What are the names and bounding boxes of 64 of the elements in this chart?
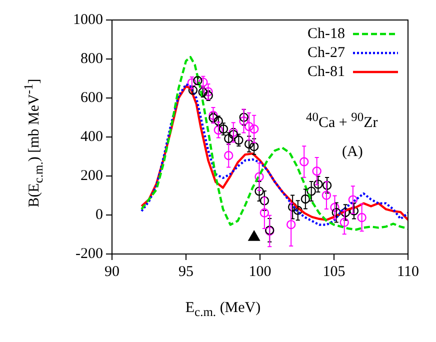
y-tick-label: 200 bbox=[80, 168, 103, 184]
point bbox=[228, 130, 238, 140]
point bbox=[254, 186, 264, 196]
legend-label: Ch-18 bbox=[308, 26, 345, 42]
point bbox=[330, 202, 340, 212]
annotation: $^{40}$Ca + $^{90}$Zr bbox=[306, 110, 378, 132]
point bbox=[349, 206, 359, 216]
point bbox=[348, 195, 358, 204]
x-tick-label: 105 bbox=[322, 264, 346, 280]
y-tick-label: 400 bbox=[80, 128, 103, 145]
point bbox=[288, 202, 298, 212]
point bbox=[260, 208, 270, 218]
point bbox=[224, 134, 234, 144]
annotation: (A) bbox=[342, 144, 363, 161]
point bbox=[204, 91, 213, 100]
y-tick-label: 800 bbox=[80, 50, 103, 67]
point bbox=[208, 113, 218, 122]
point bbox=[234, 136, 244, 145]
point bbox=[254, 172, 264, 182]
point bbox=[249, 142, 259, 152]
point bbox=[300, 157, 309, 166]
line-series bbox=[140, 56, 408, 231]
point bbox=[249, 124, 259, 134]
point bbox=[260, 196, 270, 206]
point bbox=[214, 125, 224, 135]
point bbox=[187, 78, 197, 88]
point bbox=[306, 186, 316, 196]
point bbox=[239, 112, 248, 122]
x-tick-label: 100 bbox=[248, 264, 272, 280]
point bbox=[204, 87, 213, 96]
point bbox=[286, 220, 296, 230]
point bbox=[208, 110, 218, 120]
point bbox=[357, 212, 366, 222]
x-tick-label: 110 bbox=[397, 264, 419, 280]
point bbox=[340, 218, 349, 228]
point bbox=[300, 194, 310, 204]
y-tick-label: 600 bbox=[80, 90, 103, 106]
point bbox=[314, 180, 323, 189]
point bbox=[248, 230, 260, 241]
legend-label: Ch-81 bbox=[308, 64, 345, 80]
point bbox=[214, 116, 224, 126]
legend-label: Ch-27 bbox=[308, 44, 346, 61]
point bbox=[244, 139, 254, 149]
point bbox=[198, 78, 208, 87]
point bbox=[224, 150, 234, 160]
point bbox=[312, 166, 322, 176]
y-tick-label: 0 bbox=[96, 206, 103, 223]
x-axis-title: E$_{c.m.}$ (MeV) bbox=[185, 300, 261, 320]
point bbox=[193, 76, 202, 86]
point bbox=[244, 122, 254, 132]
point bbox=[239, 116, 248, 126]
x-tick-label: 90 bbox=[104, 264, 120, 280]
y-tick-label: 1000 bbox=[73, 12, 103, 28]
y-tick-label: -200 bbox=[76, 246, 103, 262]
point bbox=[332, 208, 341, 218]
point bbox=[188, 86, 198, 95]
x-tick-label: 95 bbox=[178, 264, 194, 280]
point bbox=[322, 190, 332, 200]
point bbox=[293, 206, 302, 215]
point bbox=[198, 88, 208, 97]
point bbox=[218, 124, 228, 134]
point bbox=[228, 128, 238, 137]
point bbox=[322, 180, 332, 190]
point bbox=[340, 208, 350, 218]
